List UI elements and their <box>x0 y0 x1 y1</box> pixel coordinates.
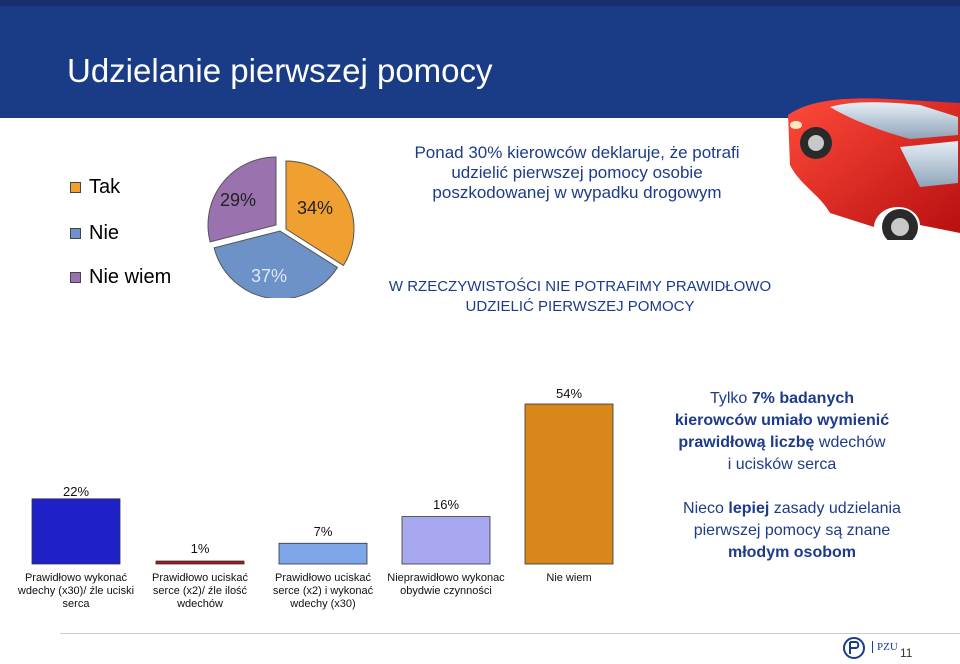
reality-line: W RZECZYWISTOŚCI NIE POTRAFIMY PRAWIDŁOW… <box>388 278 772 295</box>
bar-3 <box>401 516 491 565</box>
side-note-young-people: Nieco lepiej zasady udzielania pierwszej… <box>660 498 924 564</box>
bar-category-line: serca <box>62 598 90 610</box>
title-accent-line <box>0 0 960 6</box>
pie-label-tak: 34% <box>297 198 334 218</box>
side-note-line: Tylko 7% badanych <box>660 388 904 410</box>
bar-0 <box>31 498 121 565</box>
legend-swatch-nie <box>70 228 81 239</box>
bar-4 <box>524 403 614 565</box>
side-note-seven-percent: Tylko 7% badanych kierowców umiało wymie… <box>660 388 904 476</box>
pie-slice-tak <box>285 160 355 267</box>
pie-label-nie: 37% <box>251 266 288 286</box>
side-note-bold: prawidłową liczbę <box>678 434 815 451</box>
bar-category-line: wdechów <box>177 598 223 610</box>
legend-item-nie-wiem: Nie wiem <box>70 266 171 289</box>
side-note-text: Tylko <box>709 390 752 407</box>
bar-category-label: Nieprawidłowo wykonac obydwie czynności <box>384 572 508 598</box>
side-note-line: młodym osobom <box>660 542 924 564</box>
bar-value-label: 1% <box>190 541 210 556</box>
side-note-line: i ucisków serca <box>727 456 837 473</box>
side-note-line: pierwszej pomocy są znane <box>693 522 891 539</box>
bar-category-label: Prawidłowo uciskać serce (x2) i wykonać … <box>262 572 384 611</box>
pie-label-nie-wiem: 29% <box>220 190 257 210</box>
bar-chart <box>31 403 614 565</box>
side-note-text: wdechów <box>814 434 886 451</box>
bar-category-line: serce (x2) i wykonać <box>272 585 374 597</box>
page-number: 11 <box>900 646 913 660</box>
side-note-line: kierowców umiało wymienić <box>660 410 904 432</box>
side-note-bold: lepiej <box>728 500 770 517</box>
bar-value-label: 54% <box>555 386 583 401</box>
headline-line: udzielić pierwszej pomocy osobie <box>451 163 703 182</box>
pie-slice-nie <box>213 230 339 298</box>
side-note-line: prawidłową liczbę wdechów <box>660 432 904 454</box>
side-note-bold: 7% badanych <box>751 390 855 407</box>
bar-category-label: Prawidłowo uciskać serce (x2)/ źle ilość… <box>140 572 260 611</box>
side-note-line: Nieco lepiej zasady udzielania <box>660 498 924 520</box>
legend-label-nie-wiem: Nie wiem <box>89 266 172 288</box>
pzu-logo-text: PZU <box>872 641 898 653</box>
pzu-emblem-icon <box>843 637 865 659</box>
pie-slice-nie-wiem <box>207 156 277 243</box>
bar-category-label: Prawidłowo wykonać wdechy (x30)/ źle uci… <box>10 572 142 611</box>
bar-2 <box>278 542 368 565</box>
bar-category-line: Prawidłowo uciskać <box>275 572 371 584</box>
footer-divider <box>60 633 960 634</box>
legend-swatch-nie-wiem <box>70 272 81 283</box>
side-note-bold: kierowców umiało wymienić <box>674 412 890 429</box>
side-note-text: Nieco <box>683 500 729 517</box>
bar-category-line: Prawidłowo uciskać <box>152 572 248 584</box>
car-image <box>788 98 960 240</box>
bar-category-line: Prawidłowo wykonać <box>24 572 128 584</box>
headline-text: Ponad 30% kierowców deklaruje, że potraf… <box>372 143 782 203</box>
bar-value-label: 16% <box>432 497 460 512</box>
side-note-text: zasady udzielania <box>769 500 901 517</box>
bar-category-line: wdechy (x30)/ źle uciski <box>17 585 135 597</box>
title-band <box>0 0 960 118</box>
bar-category-line: wdechy (x30) <box>290 598 356 610</box>
bar-value-label: 22% <box>62 484 90 499</box>
legend-item-nie: Nie <box>70 222 119 245</box>
legend-item-tak: Tak <box>70 176 120 199</box>
pie-chart <box>207 156 355 298</box>
legend-label-tak: Tak <box>89 176 121 198</box>
bar-category-line: Nieprawidłowo wykonac <box>387 572 505 584</box>
bar-category-line: serce (x2)/ źle ilość <box>152 585 248 597</box>
reality-line: UDZIELIĆ PIERWSZEJ POMOCY <box>465 298 695 315</box>
legend-label-nie: Nie <box>89 222 120 244</box>
bar-category-line: Nie wiem <box>546 572 592 584</box>
side-note-bold: młodym osobom <box>727 544 856 561</box>
bar-category-label: Nie wiem <box>512 572 626 585</box>
bar-category-line: obydwie czynności <box>400 585 492 597</box>
headline-line: poszkodowanej w wypadku drogowym <box>432 183 722 202</box>
headline-line: Ponad 30% kierowców deklaruje, że potraf… <box>414 143 740 162</box>
page-title: Udzielanie pierwszej pomocy <box>67 52 493 89</box>
reality-text: W RZECZYWISTOŚCI NIE POTRAFIMY PRAWIDŁOW… <box>330 277 830 317</box>
legend-swatch-tak <box>70 182 81 193</box>
bar-value-label: 7% <box>313 524 333 539</box>
bar-1 <box>155 560 245 565</box>
